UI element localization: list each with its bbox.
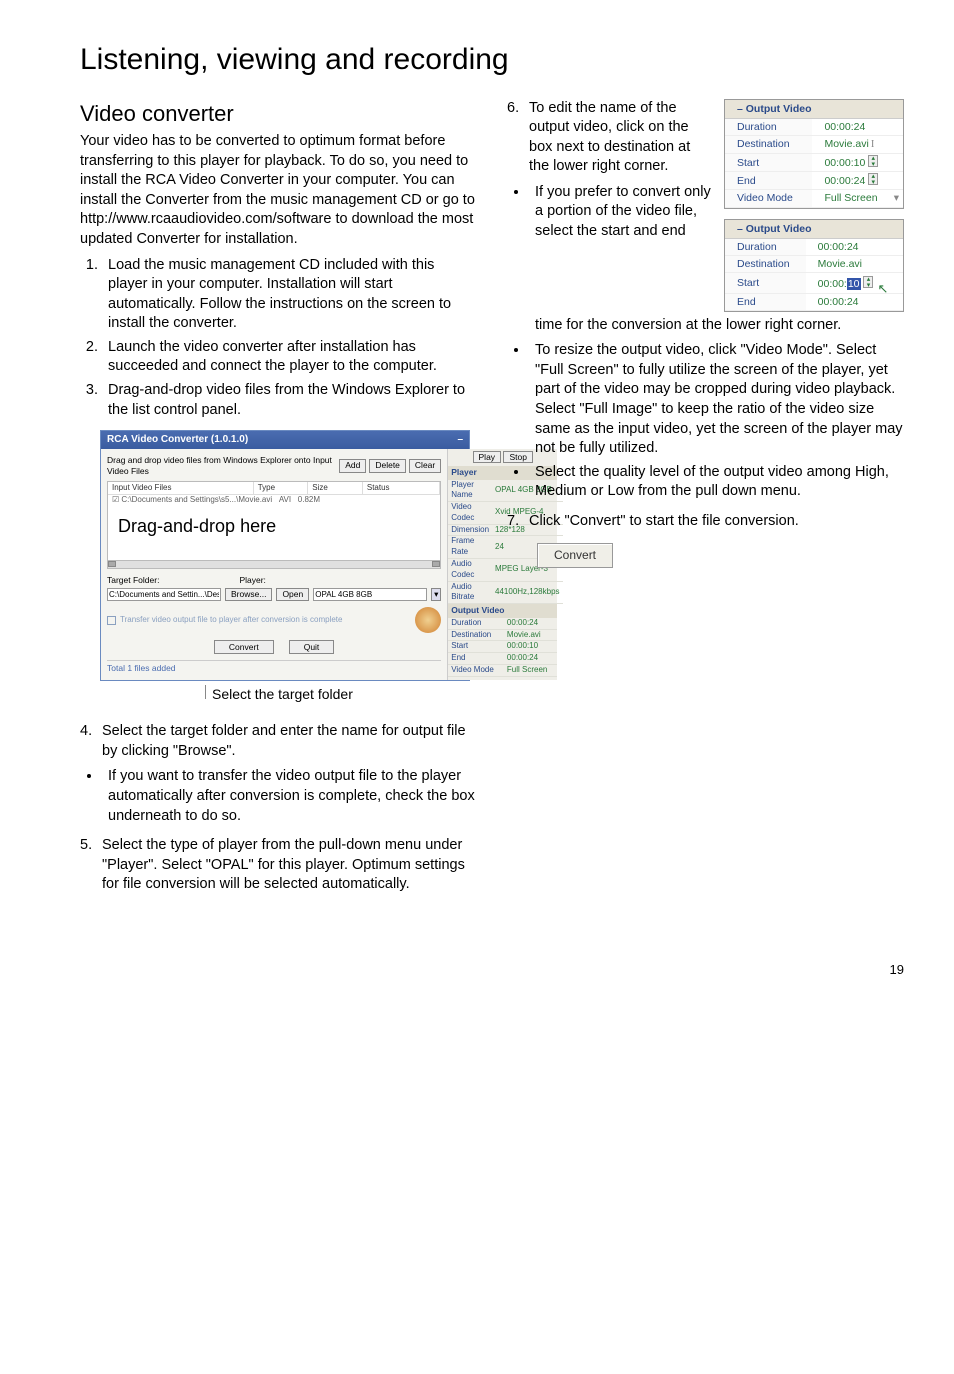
page-number: 19: [80, 961, 904, 979]
bullet-transfer: If you want to transfer the video output…: [102, 767, 477, 826]
step-2: Launch the video converter after install…: [102, 338, 477, 377]
convert-button[interactable]: Convert: [214, 640, 274, 654]
file-row[interactable]: ☑ C:\Documents and Settings\s5...\Movie.…: [108, 495, 440, 506]
output-video-box-1: – Output Video Duration00:00:24 Destinat…: [724, 99, 904, 209]
quit-button[interactable]: Quit: [289, 640, 335, 654]
screenshot-caption: Select the target folder: [100, 685, 477, 704]
step-4: 4. Select the target folder and enter th…: [80, 722, 477, 761]
file-path: C:\Documents and Settings\s5...\Movie.av…: [121, 495, 272, 504]
transfer-label: Transfer video output file to player aft…: [120, 615, 342, 626]
start-input[interactable]: 00:00:10 ▴▾↖: [806, 273, 903, 294]
add-button[interactable]: Add: [339, 459, 366, 472]
clear-button[interactable]: Clear: [409, 459, 441, 472]
bullet-list-left: If you want to transfer the video output…: [80, 767, 477, 826]
col-type: Type: [254, 482, 309, 495]
minimize-icon[interactable]: –: [457, 433, 463, 447]
player-label: Player:: [239, 575, 265, 586]
steps-list-1: Load the music management CD included wi…: [80, 256, 477, 421]
convert-button-screenshot: Convert: [537, 543, 613, 567]
target-folder-label: Target Folder:: [107, 575, 159, 586]
rca-logo-icon: [415, 607, 441, 633]
dragdrop-overlay: Drag-and-drop here: [118, 514, 276, 538]
step-5: 5. Select the type of player from the pu…: [80, 836, 477, 895]
page-title: Listening, viewing and recording: [80, 40, 904, 81]
col-status: Status: [363, 482, 440, 495]
status-line: Total 1 files added: [107, 660, 441, 674]
window-title: RCA Video Converter (1.0.1.0): [107, 433, 248, 447]
spinner-icon[interactable]: ▴▾: [868, 173, 878, 185]
browse-button[interactable]: Browse...: [225, 588, 272, 601]
bullet-quality: Select the quality level of the output v…: [529, 463, 904, 502]
output-video-box-2: – Output Video Duration00:00:24 Destinat…: [724, 219, 904, 312]
dragdrop-hint: Drag and drop video files from Windows E…: [107, 455, 336, 478]
step-3: Drag-and-drop video files from the Windo…: [102, 381, 477, 420]
spinner-icon[interactable]: ▴▾: [863, 276, 873, 288]
player-select[interactable]: [313, 588, 427, 601]
chevron-down-icon[interactable]: ▾: [894, 191, 899, 205]
bullet-portion: If you prefer to convert only a portion …: [529, 183, 714, 242]
transfer-checkbox[interactable]: [107, 616, 116, 625]
file-type: AVI: [279, 495, 291, 504]
chevron-down-icon[interactable]: ▾: [431, 588, 441, 601]
delete-button[interactable]: Delete: [369, 459, 406, 472]
step-6: 6. To edit the name of the output video,…: [507, 99, 714, 177]
spinner-icon[interactable]: ▴▾: [868, 155, 878, 167]
converter-screenshot: RCA Video Converter (1.0.1.0) – Drag and…: [100, 430, 470, 681]
section-title: Video converter: [80, 99, 477, 129]
open-button[interactable]: Open: [276, 588, 309, 601]
bullet-resize: To resize the output video, click "Video…: [529, 341, 904, 458]
destination-input[interactable]: Movie.avi: [812, 135, 903, 153]
target-folder-input[interactable]: [107, 588, 221, 601]
col-size: Size: [308, 482, 363, 495]
intro-paragraph: Your video has to be converted to optimu…: [80, 132, 477, 249]
file-size: 0.82M: [298, 495, 320, 504]
cursor-icon: ↖: [877, 280, 888, 298]
play-button[interactable]: Play: [473, 451, 502, 463]
file-list[interactable]: Input Video Files Type Size Status ☑ C:\…: [107, 481, 441, 561]
col-file: Input Video Files: [108, 482, 254, 495]
step-7: 7. Click "Convert" to start the file con…: [507, 512, 904, 532]
step-1: Load the music management CD included wi…: [102, 256, 477, 334]
bullet-portion-tail: time for the conversion at the lower rig…: [507, 316, 904, 336]
